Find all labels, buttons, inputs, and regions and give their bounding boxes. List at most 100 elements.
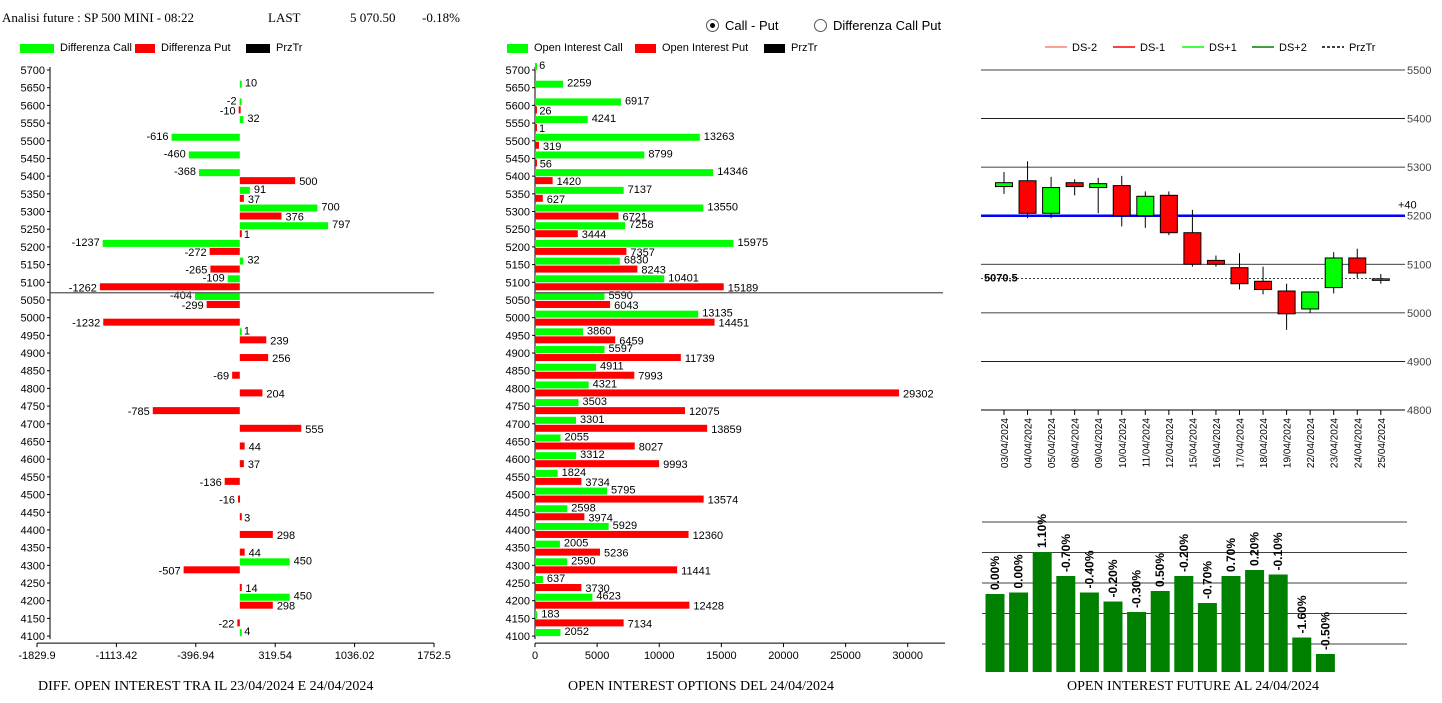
- put-data-label: 15189: [728, 282, 759, 294]
- last-change: -0.18%: [422, 10, 460, 25]
- legend-label: DS-1: [1140, 42, 1165, 54]
- put-data-label: 3734: [585, 477, 609, 489]
- x-tick-label: 25/04/2024: [1377, 418, 1388, 468]
- future-data-label: -0.10%: [1271, 532, 1285, 570]
- future-bar: [985, 594, 1005, 672]
- call-data-label: 797: [332, 219, 350, 231]
- call-data-label: -2: [227, 95, 237, 107]
- call-data-label: 7137: [628, 184, 652, 196]
- x-tick-label: 1036.02: [335, 650, 375, 662]
- call-data-label: 2055: [565, 431, 589, 443]
- x-tick-label: 17/04/2024: [1236, 418, 1247, 468]
- x-tick-label: -1829.9: [18, 650, 55, 662]
- call-data-label: 450: [294, 555, 312, 567]
- put-data-label: 627: [547, 194, 565, 206]
- radio-unselected-icon: [814, 19, 827, 32]
- put-data-label: -785: [128, 406, 150, 418]
- y-tick-label: 4700: [21, 419, 45, 431]
- y-tick-label: 4900: [1407, 356, 1431, 368]
- call-data-label: -460: [164, 148, 186, 160]
- future-oi-chart: 0.00% 0.00% 1.10% -0.70% -0.40% -0.20% -0.30% 0…: [982, 514, 1407, 672]
- put-bar: [239, 177, 296, 185]
- call-data-label: 5597: [609, 343, 633, 355]
- call-data-label: 700: [321, 202, 339, 214]
- put-data-label: 239: [270, 335, 288, 347]
- candle-body: [1159, 194, 1178, 234]
- y-tick-label: 4350: [506, 543, 530, 555]
- call-data-label: -616: [146, 131, 168, 143]
- call-data-label: 4: [244, 626, 250, 638]
- legend-oi-put: Open Interest Put: [635, 42, 748, 54]
- put-bar: [239, 354, 269, 362]
- put-bar: [239, 212, 282, 220]
- x-tick-label: 319.54: [258, 650, 292, 662]
- y-tick-label: 4150: [21, 613, 45, 625]
- y-tick-label: 4900: [506, 348, 530, 360]
- y-tick-label: 5000: [1407, 308, 1431, 320]
- put-bar: [535, 265, 638, 273]
- call-bar: [535, 505, 568, 513]
- call-data-label: 2052: [564, 626, 588, 638]
- put-bar: [239, 530, 273, 538]
- last-value: 5 070.50: [350, 10, 396, 25]
- legend-swatch-black: [246, 43, 270, 53]
- put-bar: [535, 247, 627, 255]
- future-data-label: 0.20%: [1248, 532, 1262, 566]
- put-bar: [535, 106, 537, 114]
- call-data-label: 5929: [613, 520, 637, 532]
- y-tick-label: 4900: [21, 348, 45, 360]
- future-data-label: 0.00%: [1012, 554, 1026, 588]
- put-bar: [239, 460, 244, 468]
- future-data-label: -0.40%: [1082, 550, 1096, 588]
- call-bar: [535, 469, 558, 477]
- y-tick-label: 4500: [506, 490, 530, 502]
- legend-diff-put: Differenza Put: [135, 42, 231, 54]
- put-bar: [535, 619, 624, 627]
- x-tick-label: 08/04/2024: [1071, 418, 1082, 468]
- call-data-label: 3503: [583, 396, 607, 408]
- put-data-label: 37: [248, 459, 260, 471]
- put-data-label: -69: [213, 371, 229, 383]
- put-bar: [209, 247, 240, 255]
- x-tick-label: 0: [532, 650, 538, 662]
- put-data-label: 11441: [681, 565, 711, 577]
- put-data-label: 37: [248, 194, 260, 206]
- x-tick-label: 03/04/2024: [1000, 418, 1011, 468]
- put-data-label: -22: [218, 618, 234, 630]
- legend-prztr-label: PrzTr: [276, 42, 303, 54]
- call-data-label: 6: [539, 60, 545, 72]
- radio-diff-call-put[interactable]: Differenza Call Put: [814, 18, 941, 33]
- legend-swatch-green: [20, 43, 54, 53]
- call-data-label: 32: [247, 255, 259, 267]
- radio-call-put[interactable]: Call - Put: [706, 18, 778, 33]
- put-bar: [535, 212, 619, 220]
- y-tick-label: 5350: [21, 189, 45, 201]
- x-tick-label: 09/04/2024: [1094, 418, 1105, 468]
- call-data-label: 14346: [717, 166, 748, 178]
- y-tick-label: 5400: [1407, 114, 1431, 126]
- put-bar: [238, 495, 241, 503]
- y-tick-label: 5650: [506, 83, 530, 95]
- call-bar: [535, 310, 699, 318]
- call-bar: [239, 186, 250, 194]
- put-bar: [239, 513, 242, 521]
- put-bar: [535, 407, 686, 415]
- call-bar: [199, 169, 240, 177]
- call-data-label: 2598: [571, 502, 595, 514]
- call-bar: [535, 204, 704, 212]
- call-data-label: 91: [254, 184, 266, 196]
- call-data-label: 4911: [600, 361, 624, 373]
- future-data-label: -1.60%: [1295, 595, 1309, 633]
- y-tick-label: 4250: [506, 578, 530, 590]
- future-bar: [1127, 612, 1147, 672]
- call-data-label: 3301: [580, 414, 604, 426]
- future-data-label: -0.20%: [1177, 534, 1191, 572]
- y-tick-label: 5400: [506, 171, 530, 183]
- future-bar: [1032, 552, 1052, 672]
- call-bar: [239, 629, 242, 637]
- call-bar: [188, 151, 240, 159]
- put-bar: [535, 548, 601, 556]
- call-data-label: 450: [294, 591, 312, 603]
- put-data-label: 500: [299, 176, 317, 188]
- call-data-label: -1237: [72, 237, 100, 249]
